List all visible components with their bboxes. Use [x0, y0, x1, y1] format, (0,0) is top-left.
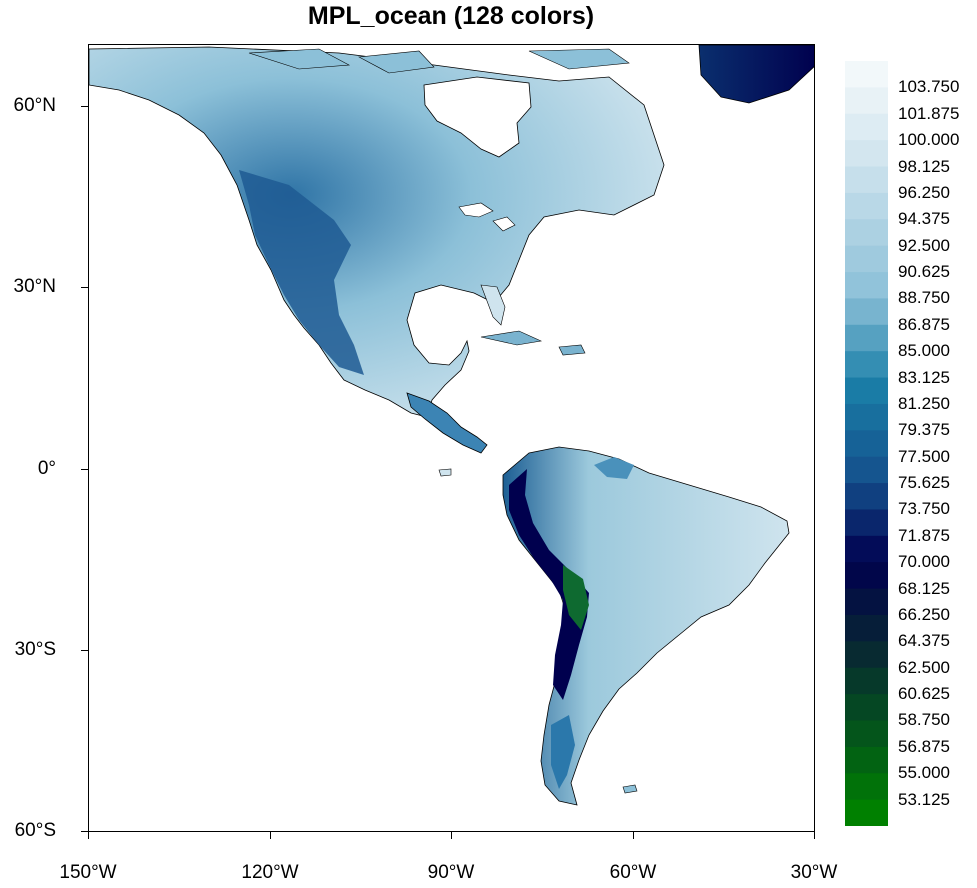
colorbar-label: 56.875 [898, 736, 950, 756]
latitude-label: 0° [37, 458, 56, 479]
x-tick-mark [88, 832, 89, 839]
latitude-label: 60°S [14, 820, 56, 841]
rocky-mountains-region [239, 170, 364, 375]
colorbar-label: 68.125 [898, 578, 950, 598]
colorbar-label: 71.875 [898, 525, 950, 545]
colorbar-label: 73.750 [898, 499, 950, 519]
colorbar-swatch [845, 773, 888, 801]
longitude-label: 30°W [790, 862, 838, 883]
colorbar-swatch [845, 298, 888, 326]
map-canvas [89, 45, 814, 806]
x-tick-mark [270, 832, 271, 839]
longitude-label: 120°W [241, 862, 299, 883]
colorbar-label: 58.750 [898, 710, 950, 730]
colorbar-label: 83.125 [898, 367, 950, 387]
galapagos-islands [438, 468, 452, 477]
colorbar-label: 64.375 [898, 631, 950, 651]
colorbar-label: 96.250 [898, 182, 950, 202]
x-tick-mark [814, 832, 815, 839]
colorbar-label: 98.125 [898, 156, 950, 176]
guiana-highlands [594, 457, 634, 479]
caribbean-islands [480, 330, 586, 356]
colorbar-swatch [845, 641, 888, 669]
falkland-islands [622, 784, 638, 794]
colorbar-swatch [845, 535, 888, 563]
colorbar-label: 94.375 [898, 209, 950, 229]
colorbar-label: 100.000 [898, 130, 960, 150]
colorbar-label: 75.625 [898, 473, 950, 493]
colorbar-swatch [845, 456, 888, 484]
colorbar-swatch [845, 351, 888, 379]
colorbar-label: 70.000 [898, 552, 950, 572]
colorbar-swatch [845, 430, 888, 458]
great-lakes [458, 202, 516, 232]
central-america [406, 392, 488, 454]
colorbar [845, 61, 888, 826]
latitude-label: 30°N [13, 276, 56, 297]
y-tick-mark [81, 469, 88, 470]
colorbar-swatch [845, 324, 888, 352]
colorbar-label: 81.250 [898, 393, 950, 413]
colorbar-swatch [845, 87, 888, 115]
andes-mountains [509, 469, 589, 700]
colorbar-label: 86.875 [898, 314, 950, 334]
colorbar-swatch [845, 694, 888, 722]
greenland [698, 45, 814, 104]
colorbar-swatch [845, 245, 888, 273]
colorbar-label: 92.500 [898, 235, 950, 255]
colorbar-swatch [845, 140, 888, 168]
latitude-axis: 60°N 30°N 0° 30°S 60°S [0, 0, 56, 888]
colorbar-label: 55.000 [898, 763, 950, 783]
colorbar-label: 88.750 [898, 288, 950, 308]
colorbar-label: 53.125 [898, 789, 950, 809]
colorbar-swatch [845, 166, 888, 194]
north-america-landmass [89, 46, 665, 418]
latitude-label: 60°N [13, 95, 56, 116]
altiplano-region [563, 565, 589, 630]
south-america-landmass [502, 446, 790, 806]
y-tick-mark [81, 287, 88, 288]
latitude-label: 30°S [14, 639, 56, 660]
colorbar-swatch [845, 483, 888, 511]
colorbar-label: 103.750 [898, 77, 960, 97]
colorbar-label: 90.625 [898, 262, 950, 282]
colorbar-swatch [845, 377, 888, 405]
longitude-label: 90°W [427, 862, 475, 883]
x-tick-mark [451, 832, 452, 839]
arctic-islands [248, 48, 630, 74]
colorbar-swatch [845, 799, 888, 826]
colorbar-label: 79.375 [898, 420, 950, 440]
colorbar-swatch [845, 113, 888, 141]
longitude-label: 60°W [609, 862, 657, 883]
colorbar-swatch [845, 272, 888, 300]
colorbar-swatch [845, 509, 888, 537]
colorbar-label: 85.000 [898, 341, 950, 361]
florida-peninsula [480, 284, 506, 326]
colorbar-label: 66.250 [898, 604, 950, 624]
longitude-label: 150°W [59, 862, 117, 883]
map-panel [88, 44, 815, 832]
colorbar-label: 62.500 [898, 657, 950, 677]
colorbar-swatch [845, 61, 888, 88]
colorbar-label: 101.875 [898, 103, 960, 123]
colorbar-swatch [845, 667, 888, 695]
y-tick-mark [81, 106, 88, 107]
patagonia [551, 715, 575, 789]
y-tick-mark [81, 650, 88, 651]
colorbar-label: 60.625 [898, 684, 950, 704]
y-tick-mark [81, 831, 88, 832]
colorbar-swatch [845, 614, 888, 642]
colorbar-swatch [845, 588, 888, 616]
colorbar-swatch [845, 403, 888, 431]
colorbar-swatch [845, 562, 888, 590]
colorbar-label: 77.500 [898, 446, 950, 466]
colorbar-swatch [845, 720, 888, 748]
colorbar-swatch [845, 192, 888, 220]
colorbar-swatch [845, 746, 888, 774]
colorbar-swatch [845, 219, 888, 247]
map-title: MPL_ocean (128 colors) [307, 2, 595, 30]
x-tick-mark [633, 832, 634, 839]
hudson-bay [423, 76, 532, 158]
